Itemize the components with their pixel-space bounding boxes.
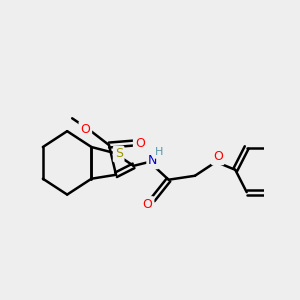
Text: H: H	[155, 147, 163, 157]
Text: O: O	[135, 136, 145, 150]
Text: O: O	[80, 123, 90, 136]
Text: N: N	[148, 154, 158, 167]
Text: S: S	[115, 148, 123, 160]
Text: O: O	[213, 150, 223, 164]
Text: O: O	[142, 198, 152, 211]
Text: I: I	[299, 163, 300, 176]
